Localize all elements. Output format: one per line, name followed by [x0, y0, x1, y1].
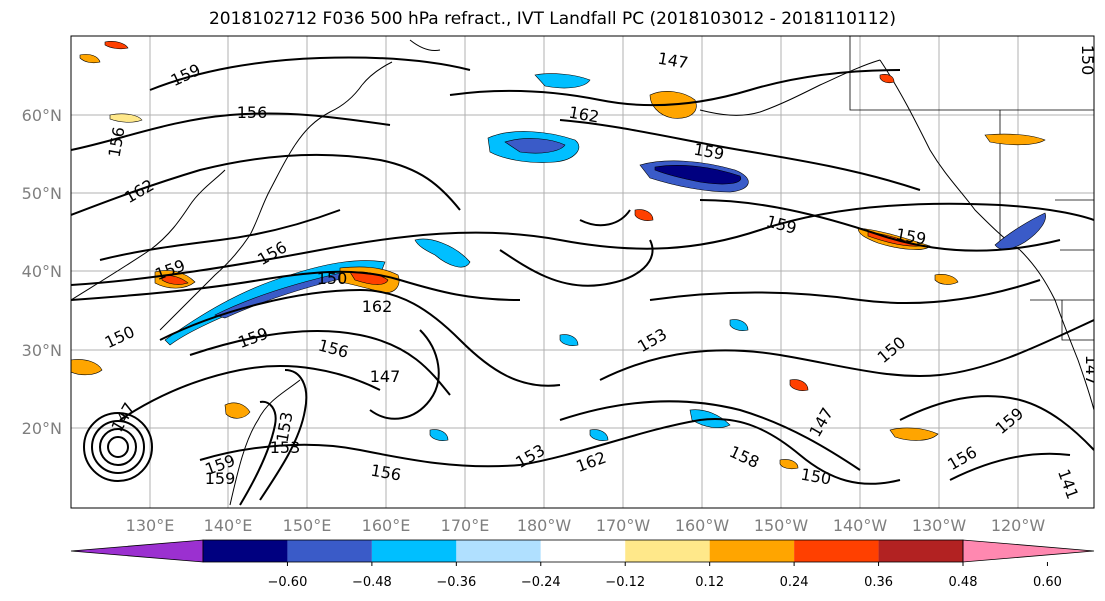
colorbar [70, 539, 1095, 563]
contour-label: 147 [370, 367, 401, 386]
longitude-label: 120°W [991, 516, 1046, 535]
colorbar-segment [456, 540, 541, 562]
colorbar-segment [625, 540, 710, 562]
longitude-label: 150°W [754, 516, 809, 535]
colorbar-tick-label: 0.24 [780, 575, 809, 590]
contour-label: 153 [270, 438, 301, 457]
contour-label: 147 [1082, 355, 1101, 386]
latitude-label: 60°N [22, 106, 62, 125]
colorbar-tick-label: 0.60 [1033, 575, 1062, 590]
latitude-label: 20°N [22, 419, 62, 438]
contour-label: 150 [1078, 45, 1097, 76]
colorbar-tick-label: −0.24 [521, 575, 561, 590]
colorbar-segment [878, 540, 963, 562]
colorbar-extension-high [962, 539, 1095, 563]
colorbar-segment [371, 540, 457, 562]
colorbar-tick-label: 0.36 [864, 575, 893, 590]
longitude-label: 130°W [912, 516, 967, 535]
longitude-labels: 130°E 140°E 150°E 160°E 170°E 180°W 170°W 160°W… [126, 516, 1046, 535]
anomaly-fills [71, 41, 1046, 470]
longitude-label: 180°W [517, 516, 572, 535]
longitude-label: 140°W [833, 516, 888, 535]
longitude-label: 140°E [204, 516, 253, 535]
refractivity-contours [71, 56, 1094, 506]
colorbar-tick-label: 0.12 [695, 575, 724, 590]
graticule [71, 36, 1094, 508]
colorbar-tick-labels: −0.60 −0.48 −0.36 −0.24 −0.12 0.12 0.24 0.36 0.4… [268, 562, 1062, 590]
latitude-label: 50°N [22, 184, 62, 203]
colorbar-segment [794, 540, 879, 562]
colorbar-extension-low [70, 539, 204, 563]
colorbar-segment [709, 540, 795, 562]
contour-label: 162 [362, 297, 393, 316]
latitude-labels: 60°N 50°N 40°N 30°N 20°N [22, 106, 62, 438]
longitude-label: 170°W [596, 516, 651, 535]
longitude-label: 130°E [126, 516, 175, 535]
contour-label: 150 [317, 269, 348, 288]
longitude-label: 150°E [283, 516, 332, 535]
map-frame [70, 35, 1095, 509]
longitude-label: 170°E [441, 516, 490, 535]
map-title: 2018102712 F036 500 hPa refract., IVT La… [208, 9, 896, 29]
colorbar-segment [203, 540, 288, 562]
colorbar-tick-label: −0.60 [268, 575, 308, 590]
contour-label: 159 [205, 469, 236, 488]
contour-label: 156 [237, 103, 268, 122]
longitude-label: 160°W [675, 516, 730, 535]
colorbar-tick-label: −0.12 [605, 575, 645, 590]
latitude-label: 40°N [22, 262, 62, 281]
longitude-label: 160°E [362, 516, 411, 535]
colorbar-segment [540, 540, 626, 562]
colorbar-tick-label: 0.48 [949, 575, 978, 590]
colorbar-segment [287, 540, 372, 562]
colorbar-tick-label: −0.48 [352, 575, 392, 590]
colorbar-tick-label: −0.36 [436, 575, 476, 590]
latitude-label: 30°N [22, 341, 62, 360]
